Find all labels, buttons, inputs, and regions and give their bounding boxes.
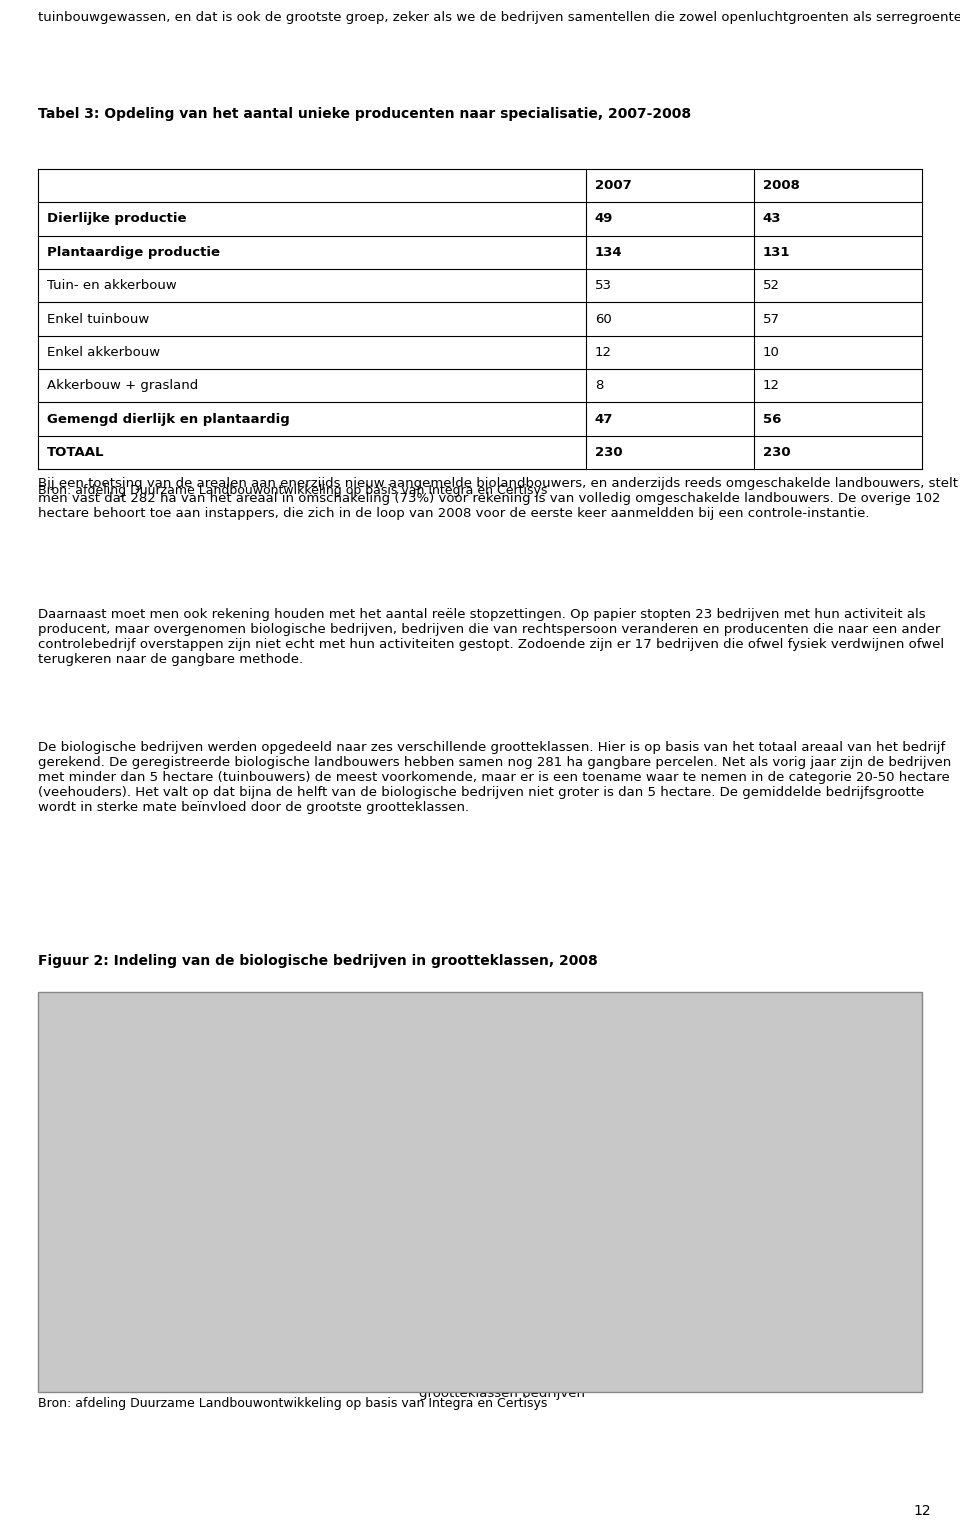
Text: Plantaardige productie: Plantaardige productie	[47, 246, 220, 258]
Text: 41: 41	[289, 1123, 304, 1135]
Text: 26: 26	[563, 1204, 578, 1217]
Text: 12: 12	[762, 380, 780, 392]
Text: 57: 57	[762, 312, 780, 326]
Text: 230: 230	[595, 446, 622, 458]
Y-axis label: aantal bedrijven: aantal bedrijven	[52, 1144, 64, 1252]
Text: 18: 18	[835, 1247, 852, 1260]
Text: Gemengd dierlijk en plantaardig: Gemengd dierlijk en plantaardig	[47, 412, 290, 426]
Bar	[262, 1138, 330, 1361]
Text: Figuur 2: Indeling van de biologische bedrijven in grootteklassen, 2008: Figuur 2: Indeling van de biologische be…	[38, 954, 598, 967]
Text: 12: 12	[595, 346, 612, 358]
Text: Dierlijke productie: Dierlijke productie	[47, 212, 187, 226]
Text: 43: 43	[762, 212, 781, 226]
Text: 2008: 2008	[762, 178, 800, 192]
Text: Tuin- en akkerbouw: Tuin- en akkerbouw	[47, 280, 177, 292]
Text: 52: 52	[699, 1063, 715, 1075]
Bar	[399, 1160, 468, 1361]
Text: Tabel 3: Opdeling van het aantal unieke producenten naar specialisatie, 2007-200: Tabel 3: Opdeling van het aantal unieke …	[38, 106, 691, 120]
Text: 12: 12	[914, 1504, 931, 1518]
Text: 56: 56	[762, 412, 781, 426]
Text: 60: 60	[595, 312, 612, 326]
Text: 52: 52	[762, 280, 780, 292]
Text: Enkel akkerbouw: Enkel akkerbouw	[47, 346, 160, 358]
Text: Bron: afdeling Duurzame Landbouwontwikkeling op basis van Integra en Certisys: Bron: afdeling Duurzame Landbouwontwikke…	[38, 1397, 548, 1409]
Text: 230: 230	[762, 446, 790, 458]
Text: 49: 49	[595, 212, 613, 226]
Bar	[809, 1263, 877, 1361]
Bar	[536, 1220, 604, 1361]
X-axis label: grootteklassen bedrijven: grootteklassen bedrijven	[419, 1387, 585, 1400]
Bar	[126, 1057, 194, 1361]
Text: 10: 10	[762, 346, 780, 358]
Text: tuinbouwgewassen, en dat is ook de grootste groep, zeker als we de bedrijven sam: tuinbouwgewassen, en dat is ook de groot…	[38, 11, 960, 23]
Text: TOTAAL: TOTAAL	[47, 446, 105, 458]
Text: 134: 134	[595, 246, 622, 258]
Text: Akkerbouw + grasland: Akkerbouw + grasland	[47, 380, 199, 392]
Text: 56: 56	[152, 1041, 168, 1054]
Text: 8: 8	[595, 380, 603, 392]
Text: Daarnaast moet men ook rekening houden met het aantal reële stopzettingen. Op pa: Daarnaast moet men ook rekening houden m…	[38, 608, 945, 666]
Text: De biologische bedrijven werden opgedeeld naar zes verschillende grootteklassen.: De biologische bedrijven werden opgedeel…	[38, 741, 951, 814]
Text: 131: 131	[762, 246, 790, 258]
Text: Bron: afdeling Duurzame Landbouwontwikkeling op basis van Integra en Certisys: Bron: afdeling Duurzame Landbouwontwikke…	[38, 484, 548, 497]
Text: 53: 53	[595, 280, 612, 292]
Bar	[673, 1078, 741, 1361]
Text: 37: 37	[425, 1144, 442, 1157]
Text: 47: 47	[595, 412, 613, 426]
Text: Enkel tuinbouw: Enkel tuinbouw	[47, 312, 150, 326]
Text: Bij een toetsing van de arealen aan enerzijds nieuw aangemelde biolandbouwers, e: Bij een toetsing van de arealen aan ener…	[38, 477, 958, 520]
Text: 2007: 2007	[595, 178, 632, 192]
